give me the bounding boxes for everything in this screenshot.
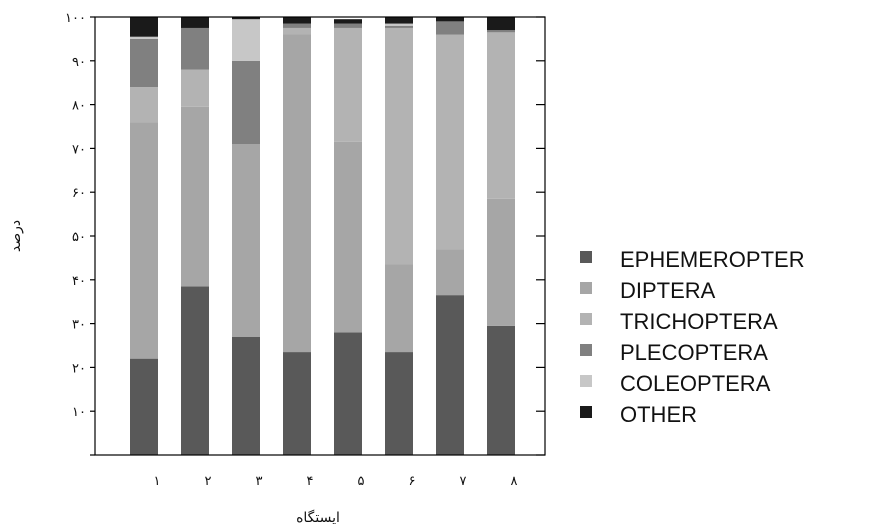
y-axis-title: درصد: [8, 220, 24, 252]
bar-segment-ephemeropter-station-7: [436, 295, 464, 455]
bar-segment-diptera-station-2: [181, 106, 209, 287]
bar-segment-other-station-1: [130, 17, 158, 37]
bar-segment-other-station-8: [487, 17, 515, 31]
legend-label-coleoptera: COLEOPTERA: [620, 371, 771, 396]
x-tick-label-6: ۶: [409, 474, 416, 489]
bar-segment-diptera-station-1: [130, 122, 158, 359]
bar-segment-plecoptera-station-6: [385, 25, 413, 28]
bar-segment-other-station-6: [385, 17, 413, 24]
bar-segment-plecoptera-station-7: [436, 21, 464, 35]
bar-segment-diptera-station-3: [232, 144, 260, 337]
bar-segment-coleoptera-station-1: [130, 36, 158, 39]
x-tick-label-5: ۵: [358, 474, 365, 489]
bar-segment-other-station-7: [436, 17, 464, 22]
y-tick-label: ۸۰: [72, 99, 86, 114]
bar-segment-plecoptera-station-3: [232, 60, 260, 145]
x-axis-title: ایستگاه: [296, 509, 340, 526]
legend-label-ephemeropter: EPHEMEROPTER: [620, 247, 805, 272]
legend-swatch-ephemeropter: [580, 251, 592, 263]
bar-segment-ephemeropter-station-8: [487, 325, 515, 455]
y-tick-label: ۴۰: [72, 274, 86, 289]
bar-segment-trichoptera-station-2: [181, 69, 209, 107]
y-tick-label: ۵۰: [72, 230, 86, 245]
bar-segment-diptera-station-4: [283, 34, 311, 353]
y-tick-label: ۳۰: [72, 318, 86, 333]
bar-segment-trichoptera-station-4: [283, 27, 311, 35]
bar-segment-plecoptera-station-8: [487, 30, 515, 33]
y-tick-label: ۲۰: [72, 361, 86, 376]
legend-swatch-plecoptera: [580, 344, 592, 356]
bar-segment-trichoptera-station-7: [436, 34, 464, 250]
x-tick-label-7: ۷: [460, 474, 467, 489]
legend-label-other: OTHER: [620, 402, 697, 427]
y-tick-label: ۷۰: [72, 142, 86, 157]
x-tick-label-1: ۱: [154, 474, 161, 489]
legend-swatch-other: [580, 406, 592, 418]
bar-segment-diptera-station-6: [385, 264, 413, 353]
legend: EPHEMEROPTER DIPTERA TRICHOPTERA PLECOPTERA…: [580, 247, 805, 427]
legend-label-diptera: DIPTERA: [620, 278, 716, 303]
y-axis: ۱۰ ۲۰ ۳۰ ۴۰ ۵۰ ۶۰ ۷۰ ۸۰ ۹۰ ۱۰۰: [65, 11, 545, 456]
bar-segment-other-station-2: [181, 17, 209, 28]
bar-segment-trichoptera-station-8: [487, 32, 515, 199]
bar-segment-ephemeropter-station-1: [130, 358, 158, 455]
x-tick-label-8: ۸: [511, 474, 518, 489]
bar-segment-plecoptera-station-5: [334, 23, 362, 28]
bar-segment-other-station-3: [232, 17, 260, 20]
bar-segment-ephemeropter-station-4: [283, 352, 311, 455]
y-tick-label: ۶۰: [72, 186, 86, 201]
bar-segment-coleoptera-station-3: [232, 19, 260, 61]
legend-label-plecoptera: PLECOPTERA: [620, 340, 768, 365]
bar-segment-ephemeropter-station-3: [232, 336, 260, 455]
plot-frame: [94, 16, 546, 456]
y-tick-label: ۹۰: [72, 55, 86, 70]
bar-segment-ephemeropter-station-5: [334, 332, 362, 455]
bar-segment-ephemeropter-station-6: [385, 352, 413, 455]
bar-segment-plecoptera-station-4: [283, 23, 311, 28]
bar-segment-trichoptera-station-5: [334, 27, 362, 142]
bar-segment-coleoptera-station-6: [385, 23, 413, 26]
bars-group: [130, 17, 515, 455]
bar-segment-trichoptera-station-6: [385, 27, 413, 265]
bar-segment-other-station-4: [283, 17, 311, 24]
bar-segment-ephemeropter-station-2: [181, 286, 209, 455]
x-tick-label-3: ۳: [256, 474, 263, 489]
bar-segment-plecoptera-station-2: [181, 27, 209, 70]
bar-segment-plecoptera-station-1: [130, 38, 158, 88]
x-axis: ۱ ۲ ۳ ۴ ۵ ۶ ۷ ۸: [154, 474, 518, 489]
bar-segment-trichoptera-station-1: [130, 87, 158, 123]
bar-segment-diptera-station-7: [436, 249, 464, 296]
legend-label-trichoptera: TRICHOPTERA: [620, 309, 778, 334]
legend-swatch-coleoptera: [580, 375, 592, 387]
bar-segment-diptera-station-5: [334, 141, 362, 333]
y-tick-label: ۱۰۰: [65, 11, 86, 26]
bar-segment-other-station-5: [334, 19, 362, 24]
x-tick-label-4: ۴: [307, 474, 314, 489]
y-tick-label: ۱۰: [72, 405, 86, 420]
legend-swatch-trichoptera: [580, 313, 592, 325]
legend-swatch-diptera: [580, 282, 592, 294]
bar-segment-diptera-station-8: [487, 198, 515, 326]
x-tick-label-2: ۲: [205, 474, 212, 489]
